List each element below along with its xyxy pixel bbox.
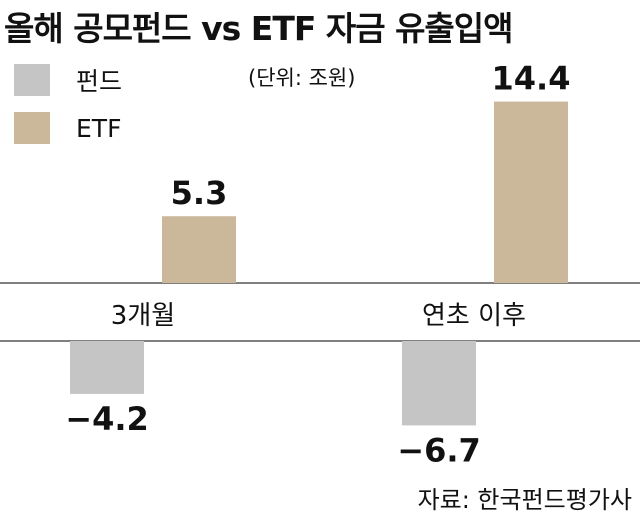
legend-item-fund: 펀드 — [14, 62, 122, 98]
bar-etf — [494, 101, 568, 283]
data-label-fund: −4.2 — [65, 400, 149, 438]
data-label-etf: 14.4 — [492, 60, 571, 98]
x-tick-label: 3개월 — [111, 301, 175, 331]
legend-item-etf: ETF — [14, 110, 122, 146]
data-label-fund: −6.7 — [397, 431, 481, 469]
unit-label: (단위: 조원) — [248, 66, 356, 90]
bar-fund — [70, 341, 144, 394]
legend-label-fund: 펀드 — [76, 67, 123, 96]
legend-swatch-fund — [14, 64, 50, 96]
chart-title: 올해 공모펀드 vs ETF 자금 유출입액 — [4, 9, 514, 48]
legend-label-etf: ETF — [76, 113, 122, 143]
legend: 펀드 ETF — [14, 62, 122, 158]
data-label-etf: 5.3 — [171, 174, 228, 212]
source-note: 자료: 한국펀드평가사 — [417, 486, 632, 514]
x-tick-label: 연초 이후 — [422, 301, 526, 331]
bar-etf — [162, 216, 236, 283]
bar-fund — [402, 341, 476, 426]
legend-swatch-etf — [14, 112, 50, 144]
